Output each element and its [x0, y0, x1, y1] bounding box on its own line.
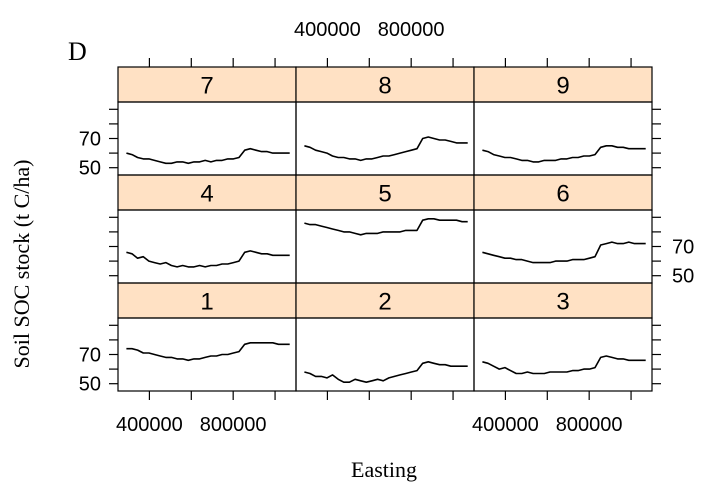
panel-frame	[473, 101, 653, 176]
panel-strip-label: 2	[378, 289, 391, 316]
panel-strip-label: 8	[378, 73, 391, 100]
panel-8: 8	[295, 66, 475, 176]
x-tick-label-bottom: 800000	[556, 414, 623, 436]
x-axis-label: Easting	[351, 457, 417, 482]
panels-layer: 1 2 3 4 5 6 7 8 9 400000 800000 400000 800000 400000 8…	[79, 19, 695, 436]
series-line-panel-2	[304, 360, 468, 384]
series-line-panel-7	[126, 147, 290, 165]
y-tick-label-left: 70	[79, 129, 101, 151]
panel-strip-label: 6	[556, 181, 569, 208]
panel-frame	[117, 317, 297, 392]
panel-7: 7	[117, 66, 297, 176]
panel-frame	[117, 101, 297, 176]
axes: 400000 800000 400000 800000 400000 800000 50 70…	[79, 19, 695, 436]
panel-6: 6	[473, 174, 653, 284]
panel-5: 5	[295, 174, 475, 284]
panel-3: 3	[473, 282, 653, 392]
panel-strip-label: 1	[200, 289, 213, 316]
panel-letter: D	[68, 37, 87, 66]
panel-9: 9	[473, 66, 653, 176]
series-line-panel-5	[304, 218, 468, 236]
panel-strip-label: 7	[200, 73, 213, 100]
series-line-panel-1	[126, 341, 290, 362]
series-line-panel-9	[482, 145, 646, 163]
panel-strip-7	[117, 66, 297, 103]
y-tick-label-left: 50	[79, 158, 101, 180]
panel-strip-2	[295, 282, 475, 319]
series-line-panel-3	[482, 355, 646, 375]
x-tick-label-bottom: 400000	[116, 414, 183, 436]
y-axis-label: Soil SOC stock (t C/ha)	[9, 159, 34, 368]
panel-frame	[473, 209, 653, 284]
series-line-panel-6	[482, 241, 646, 264]
panel-1: 1	[117, 282, 297, 392]
y-tick-label-right: 70	[672, 237, 694, 259]
y-tick-label-left: 70	[79, 345, 101, 367]
x-tick-label-top: 800000	[378, 19, 445, 41]
panel-strip-4	[117, 174, 297, 211]
panel-strip-label: 5	[378, 181, 391, 208]
y-tick-label-right: 50	[672, 266, 694, 288]
panel-strip-9	[473, 66, 653, 103]
series-line-panel-4	[126, 250, 290, 268]
series-line-panel-8	[304, 136, 468, 162]
panel-strip-label: 3	[556, 289, 569, 316]
panel-strip-1	[117, 282, 297, 319]
panel-frame	[117, 209, 297, 284]
panel-frame	[295, 101, 475, 176]
panel-4: 4	[117, 174, 297, 284]
x-tick-label-top: 400000	[294, 19, 361, 41]
x-tick-label-bottom: 800000	[200, 414, 267, 436]
panel-frame	[473, 317, 653, 392]
panel-strip-6	[473, 174, 653, 211]
x-tick-label-bottom: 400000	[472, 414, 539, 436]
y-tick-label-left: 50	[79, 374, 101, 396]
panel-strip-label: 4	[200, 181, 213, 208]
panel-strip-label: 9	[556, 73, 569, 100]
panel-2: 2	[295, 282, 475, 392]
